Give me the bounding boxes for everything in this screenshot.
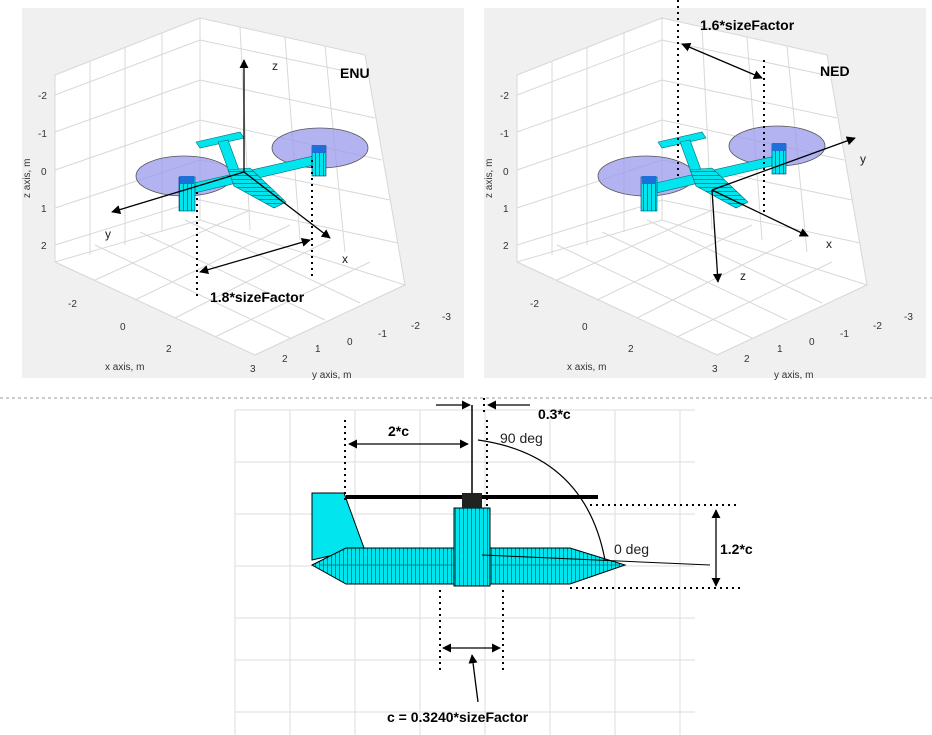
enu-x-tick: -2 (68, 299, 77, 310)
enu-dimension-arrow (199, 237, 311, 275)
ned-y-tick: 1 (777, 344, 783, 355)
side-view-grid (234, 409, 695, 735)
ned-frame-label: NED (820, 63, 850, 79)
ned-dimension-arrow (681, 43, 763, 79)
ned-y-label: y (860, 152, 866, 166)
enu-z-ticks: -2 -1 0 1 2 (38, 91, 47, 252)
ned-y-tick: 3 (712, 364, 718, 375)
enu-z-tick: 1 (41, 204, 47, 215)
label-c-definition: c = 0.3240*sizeFactor (387, 709, 529, 725)
ned-z-tick: 2 (503, 241, 509, 252)
ned-y-tick: 2 (744, 354, 750, 365)
ned-x-tick: 2 (628, 344, 634, 355)
enu-x-tick: 2 (166, 344, 172, 355)
enu-y-label: y (105, 227, 111, 241)
enu-z-axis-title: z axis, m (22, 159, 33, 198)
ned-z-tick: -1 (500, 129, 509, 140)
ned-x-arrow (711, 189, 809, 237)
ned-z-axis-title: z axis, m (484, 159, 495, 198)
ned-y-tick: 0 (809, 337, 815, 348)
ned-x-axis-title: x axis, m (567, 362, 606, 373)
enu-y-tick: -2 (411, 321, 420, 332)
ned-aircraft (597, 125, 826, 212)
ned-y-arrow (711, 136, 856, 191)
label-0_3c: 0.3*c (538, 406, 571, 422)
label-90deg: 90 deg (500, 430, 543, 446)
ned-dimension-label: 1.6*sizeFactor (700, 17, 795, 33)
tilt-arc (477, 439, 606, 561)
enu-x-tick: 0 (120, 322, 126, 333)
enu-y-tick: 1 (315, 344, 321, 355)
ned-z-arrow (711, 189, 723, 283)
enu-z-tick: 2 (41, 241, 47, 252)
ned-x-tick: 0 (582, 322, 588, 333)
ned-x-tick: -2 (530, 299, 539, 310)
ned-y-ticks: 3 2 1 0 -1 -2 -3 (712, 312, 913, 375)
zero-deg-line (481, 554, 711, 566)
enu-frame-label: ENU (340, 65, 370, 81)
enu-x-ticks: -2 0 2 (68, 299, 172, 355)
ned-y-tick: -2 (873, 321, 882, 332)
ned-z-tick: 1 (503, 204, 509, 215)
ned-z-ticks: -2 -1 0 1 2 (500, 91, 509, 252)
enu-z-tick: -2 (38, 91, 47, 102)
label-0deg: 0 deg (614, 541, 649, 557)
enu-y-axis-title: y axis, m (312, 370, 351, 381)
motor-cap (772, 143, 786, 151)
enu-y-tick: -1 (378, 329, 387, 340)
enu-y-tick: 0 (347, 337, 353, 348)
motor-cap (180, 176, 194, 184)
enu-z-label: z (272, 59, 278, 73)
enu-y-tick: 2 (282, 354, 288, 365)
enu-y-tick: 3 (250, 364, 256, 375)
label-1_2c: 1.2*c (720, 541, 753, 557)
enu-x-axis-title: x axis, m (105, 362, 144, 373)
motor-pod-side (453, 507, 491, 587)
enu-z-tick: -1 (38, 129, 47, 140)
motor-cap (642, 176, 656, 184)
enu-x-label: x (342, 252, 348, 266)
enu-y-arrow (111, 171, 245, 214)
enu-x-arrow (243, 171, 331, 239)
tail-plane (657, 131, 707, 149)
motor-cap-side (462, 493, 482, 508)
enu-z-tick: 0 (41, 167, 47, 178)
ned-x-ticks: -2 0 2 (530, 299, 634, 355)
ned-z-tick: -2 (500, 91, 509, 102)
motor-cap (312, 145, 326, 153)
ned-y-tick: -1 (840, 329, 849, 340)
ned-x-label: x (826, 237, 832, 251)
enu-aircraft (135, 127, 369, 212)
ned-y-axis-title: y axis, m (774, 370, 813, 381)
enu-y-tick: -3 (442, 312, 451, 323)
fuselage (227, 167, 287, 209)
ned-panel: -2 -1 0 1 2 z axis, m -2 0 2 x axis, m 3… (484, 0, 926, 381)
ned-z-label: z (740, 269, 746, 283)
enu-dimension-label: 1.8*sizeFactor (210, 289, 305, 305)
label-2c: 2*c (388, 423, 409, 439)
enu-y-ticks: 3 2 1 0 -1 -2 -3 (250, 312, 451, 375)
ned-z-tick: 0 (503, 167, 509, 178)
c-pointer-arrow (468, 654, 479, 703)
enu-panel: -2 -1 0 1 2 z axis, m -2 0 2 x axis, m 3… (22, 8, 464, 381)
side-view: 0.3*c 2*c 90 deg 0 deg 1.2*c c = 0.3240*… (234, 398, 753, 735)
ned-y-tick: -3 (904, 312, 913, 323)
